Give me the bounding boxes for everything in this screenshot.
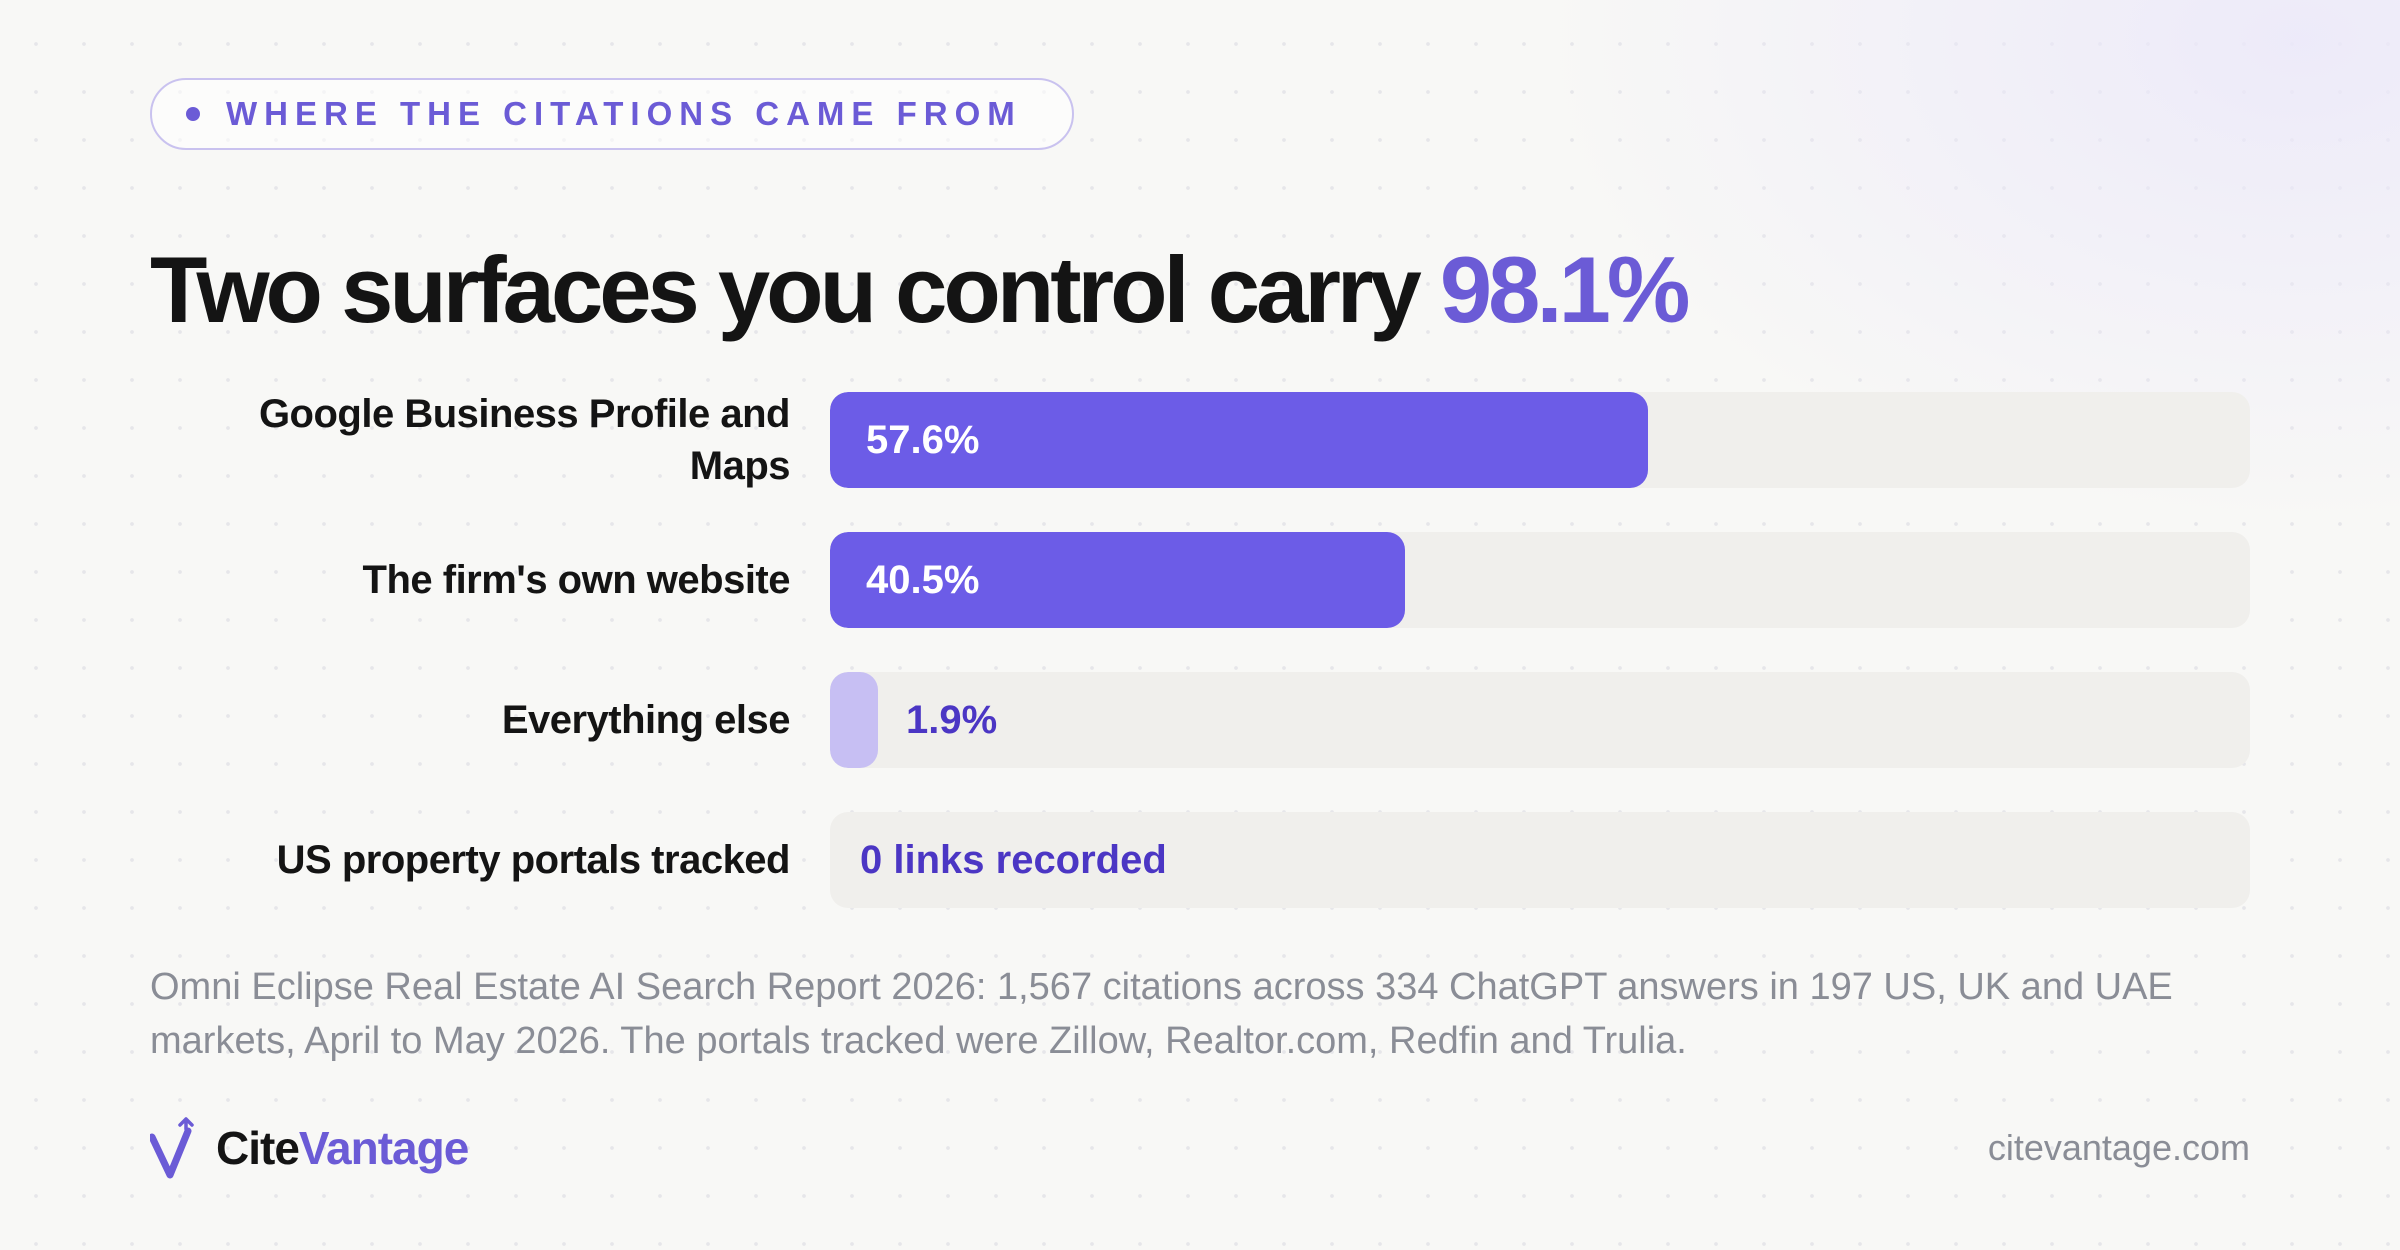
headline-text: Two surfaces you control carry bbox=[150, 237, 1440, 342]
bar-value-label: 57.6% bbox=[866, 417, 980, 462]
bar-row-everything-else: Everything else 1.9% bbox=[0, 672, 2400, 768]
bar-category-label: The firm's own website bbox=[362, 558, 791, 602]
bar-row-google-business-profile-and-maps: Google Business Profile and Maps 57.6% bbox=[0, 392, 2400, 488]
bar-value-label: 40.5% bbox=[866, 557, 980, 602]
bar-row-the-firm-s-own-website: The firm's own website 40.5% bbox=[0, 532, 2400, 628]
eyebrow-badge: WHERE THE CITATIONS CAME FROM bbox=[150, 78, 1074, 150]
eyebrow-text: WHERE THE CITATIONS CAME FROM bbox=[226, 95, 1022, 132]
bar-track: 0 links recorded bbox=[830, 812, 2250, 908]
bar-value-label: 1.9% bbox=[906, 697, 998, 742]
bullet-dot-icon bbox=[186, 107, 200, 121]
bar-category-label: Google Business Profile and Maps bbox=[258, 392, 791, 488]
bar-track: 1.9% bbox=[830, 672, 2250, 768]
bar bbox=[830, 392, 1648, 488]
bar-category-label: US property portals tracked bbox=[276, 838, 791, 882]
headline: Two surfaces you control carry 98.1% bbox=[150, 236, 1691, 344]
brand-name-part2: Vantage bbox=[298, 1122, 469, 1174]
bar-value-label: 0 links recorded bbox=[860, 837, 1167, 882]
bar-category-label: Everything else bbox=[501, 698, 791, 742]
bar bbox=[830, 672, 878, 768]
brand-logo: CiteVantage bbox=[150, 1116, 469, 1180]
bar-row-us-property-portals-tracked: US property portals tracked 0 links recor… bbox=[0, 812, 2400, 908]
headline-highlight: 98.1% bbox=[1439, 237, 1691, 342]
v-checkmark-spark-icon bbox=[150, 1117, 194, 1179]
bar-track: 40.5% bbox=[830, 532, 2250, 628]
website-domain[interactable]: citevantage.com bbox=[1987, 1127, 2250, 1168]
footnote: Omni Eclipse Real Estate AI Search Repor… bbox=[150, 966, 2173, 1062]
bar-track: 57.6% bbox=[830, 392, 2250, 488]
brand-name-part1: Cite bbox=[216, 1122, 300, 1174]
bar bbox=[830, 532, 1405, 628]
